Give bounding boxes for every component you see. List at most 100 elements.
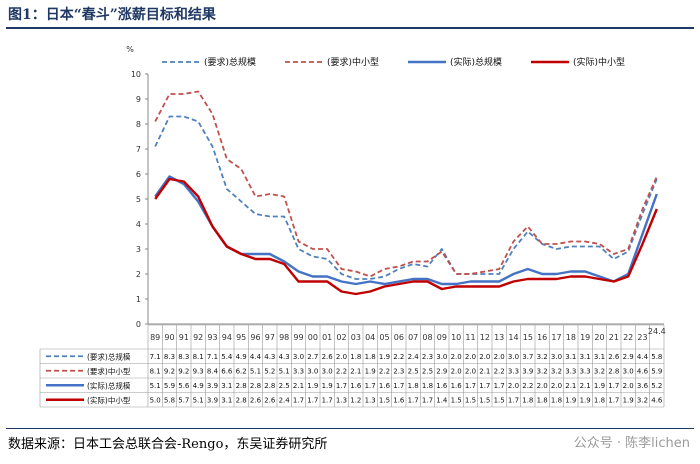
- y-tick-label: 1: [136, 295, 141, 304]
- y-tick-label: 5: [136, 195, 141, 204]
- watermark: 公众号 · 陈李lichen: [573, 436, 690, 451]
- y-tick-label: 0: [136, 320, 141, 329]
- table-cell: 2.0: [465, 353, 476, 361]
- table-cell: 1.9: [307, 382, 318, 390]
- table-cell: 1.6: [451, 382, 463, 390]
- table-cell: 2.0: [537, 382, 548, 390]
- table-cell: 2.6: [322, 353, 334, 361]
- table-cell: 1.7: [408, 396, 419, 404]
- y-tick-label: 4: [136, 220, 141, 229]
- series-line: [154, 115, 658, 280]
- table-cell: 2.8: [608, 367, 619, 375]
- table-cell: 4.6: [637, 367, 649, 375]
- x-tick-label: 99: [293, 333, 303, 342]
- x-tick-label: 01: [322, 333, 332, 342]
- table-cell: 2.2: [379, 367, 390, 375]
- table-cell: 2.0: [465, 367, 476, 375]
- y-tick-label: 10: [131, 70, 141, 79]
- table-cell: 4.9: [193, 382, 204, 390]
- table-cell: 1.2: [350, 396, 361, 404]
- table-cell: 4.4: [637, 353, 649, 361]
- table-cell: 3.0: [293, 353, 304, 361]
- table-cell: 2.4: [408, 353, 420, 361]
- table-cell: 8.1: [150, 367, 161, 375]
- axes: 0 1 2 3 4 5 6 7 8 9 10: [131, 70, 664, 329]
- table-cell: 5.1: [193, 396, 204, 404]
- table-cell: 1.7: [365, 382, 376, 390]
- y-tick-label: 3: [136, 245, 141, 254]
- table-cell: 2.6: [250, 396, 262, 404]
- table-cell: 2.3: [422, 353, 433, 361]
- table-cell: 2.6: [264, 396, 276, 404]
- table-cell: 2.0: [479, 353, 490, 361]
- x-tick-label: 93: [207, 333, 217, 342]
- table-row-label: (要求)总规模: [87, 351, 131, 361]
- x-tick-label: 00: [308, 333, 318, 342]
- table-cell: 3.0: [623, 367, 634, 375]
- table-cell: 3.6: [637, 382, 649, 390]
- table-cell: 7.1: [150, 353, 161, 361]
- x-tick-label: 16: [537, 333, 547, 342]
- table-cell: 8.3: [164, 353, 175, 361]
- table-cell: 1.7: [422, 396, 433, 404]
- table-row-label: (实际)总规模: [87, 380, 131, 390]
- table-cell: 2.8: [264, 382, 275, 390]
- table-cell: 1.4: [436, 396, 448, 404]
- source-note: 数据来源：日本工会总联合会-Rengo，东吴证券研究所: [8, 437, 328, 452]
- table-cell: 5.8: [164, 396, 175, 404]
- table-cell: 9.3: [193, 367, 204, 375]
- table-cell: 3.3: [565, 367, 576, 375]
- x-tick-label: 98: [279, 333, 289, 342]
- table-cell: 1.7: [393, 382, 404, 390]
- table-cell: 1.7: [465, 382, 476, 390]
- table-cell: 2.3: [393, 367, 404, 375]
- x-tick-label: 04: [365, 333, 375, 342]
- table-cell: 3.9: [522, 367, 533, 375]
- y-tick-label: 8: [136, 120, 141, 129]
- table-cell: 3.0: [307, 367, 318, 375]
- table-cell: 3.2: [551, 367, 562, 375]
- table-cell: 1.8: [422, 382, 433, 390]
- table-cell: 1.9: [623, 396, 634, 404]
- table-cell: 1.9: [322, 382, 333, 390]
- table-cell: 1.6: [393, 396, 405, 404]
- x-tick-label: 13: [494, 333, 504, 342]
- table-cell: 5.1: [279, 367, 290, 375]
- table-cell: 2.8: [236, 382, 247, 390]
- table-cell: 2.1: [350, 367, 361, 375]
- x-tick-label: 94: [222, 333, 232, 342]
- table-cell: 1.9: [580, 396, 591, 404]
- table-cell: 1.5: [379, 396, 390, 404]
- table-cell: 5.2: [651, 382, 662, 390]
- table-cell: 4.6: [651, 396, 663, 404]
- table-cell: 2.0: [551, 382, 562, 390]
- table-cell: 3.3: [293, 367, 304, 375]
- table-cell: 5.8: [651, 353, 662, 361]
- table-cell: 2.0: [494, 353, 505, 361]
- y-tick-label: 6: [136, 170, 141, 179]
- table-row-label: (实际)中小型: [87, 395, 131, 405]
- table-cell: 3.1: [565, 353, 576, 361]
- table-cell: 2.1: [293, 382, 304, 390]
- table-cell: 1.9: [594, 382, 605, 390]
- table-cell: 4.3: [279, 353, 290, 361]
- y-tick-label: 2: [136, 270, 141, 279]
- table-cell: 2.1: [479, 367, 490, 375]
- table-cell: 1.8: [350, 353, 361, 361]
- table-cell: 5.2: [264, 367, 275, 375]
- x-tick-label: 92: [193, 333, 203, 342]
- table-cell: 1.8: [522, 396, 533, 404]
- table-cell: 1.9: [365, 367, 376, 375]
- table-cell: 6.6: [221, 367, 233, 375]
- x-tick-label: 18: [566, 333, 576, 342]
- x-tick-label: 96: [250, 333, 260, 342]
- table-cell: 1.5: [451, 396, 462, 404]
- table-cell: 3.1: [580, 353, 591, 361]
- table-cell: 1.7: [479, 382, 490, 390]
- x-tick-label: 08: [422, 333, 432, 342]
- legend-label: (要求)总规模: [204, 56, 256, 68]
- table-cell: 1.5: [465, 396, 476, 404]
- table-cell: 2.8: [250, 382, 261, 390]
- table-cell: 2.5: [422, 367, 433, 375]
